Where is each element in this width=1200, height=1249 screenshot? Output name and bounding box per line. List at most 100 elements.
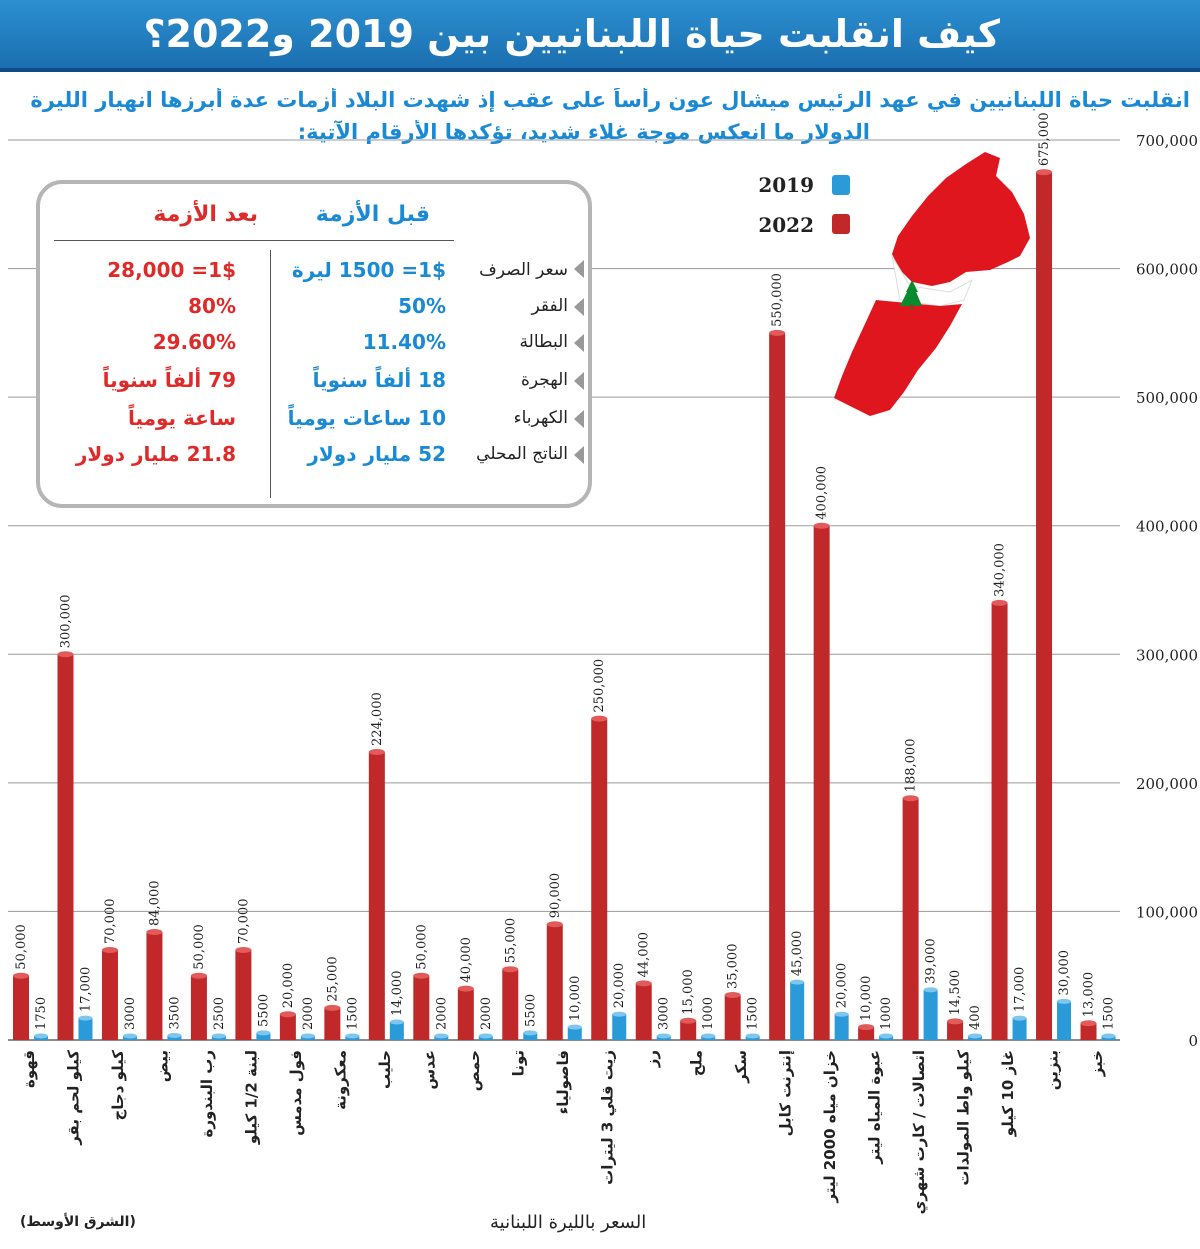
column-divider <box>270 250 271 498</box>
y-tick-label: 0 <box>1188 1032 1198 1050</box>
value-label-2022: 400,000 <box>815 466 830 520</box>
bar-2022-cap <box>635 980 652 987</box>
value-label-2022: 15,000 <box>681 969 696 1015</box>
bar-2019 <box>523 1032 538 1040</box>
bar-2019-cap <box>1101 1033 1116 1039</box>
value-label-2019: 20,000 <box>612 963 627 1009</box>
bar-2019-cap <box>345 1033 360 1039</box>
value-label-2019: 2000 <box>479 997 494 1030</box>
bar-2022 <box>902 798 919 1040</box>
bar-2022 <box>413 975 430 1040</box>
bar-2022 <box>724 995 741 1040</box>
category-label: عبوة المياه ليتر <box>865 1050 883 1165</box>
legend-swatch-2019 <box>832 175 850 195</box>
bar-2019-cap <box>300 1033 315 1039</box>
row-after-unemployment: 29.60% <box>152 330 236 354</box>
bar-2019-cap <box>567 1024 582 1030</box>
bar-2022-cap <box>724 992 741 998</box>
category-label: عدس <box>421 1050 439 1090</box>
bar-2022 <box>591 718 608 1040</box>
row-arrow-icon <box>574 334 584 352</box>
legend-label-2019: 2019 <box>758 173 814 197</box>
bar-2019-cap <box>122 1033 137 1039</box>
value-label-2019: 2000 <box>434 997 449 1030</box>
value-label-2022: 250,000 <box>592 659 607 713</box>
value-label-2019: 2500 <box>212 997 227 1030</box>
value-label-2022: 550,000 <box>770 273 785 327</box>
bar-2022-cap <box>680 1017 697 1024</box>
row-label-gdp: الناتج المحلي <box>476 444 568 464</box>
row-before-poverty: 50% <box>398 294 446 318</box>
bar-2022-cap <box>457 985 474 992</box>
bar-2019-cap <box>656 1033 671 1039</box>
category-label: رب البندورة <box>198 1050 216 1137</box>
bar-2019 <box>78 1018 93 1040</box>
bar-2019-cap <box>389 1019 404 1025</box>
legend-label-2022: 2022 <box>758 213 814 237</box>
value-label-2022: 14,500 <box>948 970 963 1016</box>
category-label: فول مدمس <box>287 1050 305 1136</box>
y-tick-label: 100,000 <box>1136 903 1198 921</box>
bar-2022 <box>190 975 207 1040</box>
y-tick-label: 500,000 <box>1136 389 1198 407</box>
category-label: لبنة 1/2 كيلو <box>243 1050 261 1145</box>
value-label-2022: 35,000 <box>726 944 741 990</box>
value-label-2019: 1500 <box>1102 997 1117 1030</box>
bar-2019 <box>612 1014 627 1040</box>
category-label: بيض <box>154 1050 172 1082</box>
category-label: اتصالات / كارت شهري <box>910 1050 929 1214</box>
bar-2019 <box>567 1027 582 1040</box>
row-arrow-icon <box>574 298 584 316</box>
bar-2022 <box>279 1014 296 1040</box>
value-label-2019: 1000 <box>879 997 894 1030</box>
before-crisis-header: قبل الأزمة <box>315 202 430 227</box>
bar-2022 <box>635 983 652 1040</box>
bar-2022 <box>546 924 563 1040</box>
row-before-emigration: 18 ألفاً سنوياً <box>312 368 446 392</box>
category-label: سكر <box>732 1050 750 1084</box>
bar-2019 <box>923 989 938 1040</box>
value-label-2022: 675,000 <box>1037 112 1052 166</box>
subtitle-line-1: انقلبت حياة اللبنانيين في عهد الرئيس ميش… <box>30 88 1190 112</box>
row-arrow-icon <box>574 446 584 464</box>
bar-2019-cap <box>34 1033 48 1039</box>
bar-2022 <box>769 332 786 1040</box>
value-label-2019: 1000 <box>701 997 716 1030</box>
value-label-2019: 20,000 <box>835 963 850 1009</box>
bar-2022 <box>457 988 474 1040</box>
bar-2019-cap <box>923 987 938 993</box>
title-bar: كيف انقلبت حياة اللبنانيين بين 2019 و202… <box>0 0 1200 72</box>
bar-2022-cap <box>947 1018 964 1025</box>
value-label-2022: 55,000 <box>503 918 518 964</box>
value-label-2019: 400 <box>968 1005 983 1030</box>
bar-2022 <box>947 1021 964 1040</box>
bar-2019-cap <box>434 1033 449 1039</box>
row-after-exchange-rate: 1$= 28,000 <box>107 258 236 282</box>
value-label-2022: 340,000 <box>993 543 1008 597</box>
value-label-2022: 50,000 <box>192 924 207 970</box>
value-label-2022: 50,000 <box>14 924 29 970</box>
bar-2022-cap <box>591 715 608 722</box>
value-label-2019: 10,000 <box>568 976 583 1022</box>
bar-2019-cap <box>790 979 805 985</box>
row-after-electricity: ساعة يومياً <box>127 406 236 430</box>
bar-2022 <box>101 950 118 1040</box>
bar-2019 <box>389 1022 404 1040</box>
bar-2019-cap <box>478 1033 493 1039</box>
category-label: كيلو لحم بقر <box>65 1050 83 1146</box>
y-tick-label: 400,000 <box>1136 518 1198 536</box>
row-label-emigration: الهجرة <box>521 370 568 390</box>
value-label-2019: 39,000 <box>924 938 939 984</box>
category-label: فاصولياء <box>554 1050 572 1114</box>
row-arrow-icon <box>574 260 584 278</box>
row-before-unemployment: 11.40% <box>362 330 446 354</box>
row-before-electricity: 10 ساعات يومياً <box>287 406 446 430</box>
bar-2022 <box>1080 1023 1097 1040</box>
value-label-2019: 30,000 <box>1057 950 1072 996</box>
after-crisis-header: بعد الأزمة <box>153 202 258 227</box>
row-after-poverty: 80% <box>188 294 236 318</box>
value-label-2019: 1500 <box>746 997 761 1030</box>
bar-2022-cap <box>769 329 786 336</box>
bar-2022-cap <box>57 651 74 658</box>
bar-2022-cap <box>368 749 385 755</box>
